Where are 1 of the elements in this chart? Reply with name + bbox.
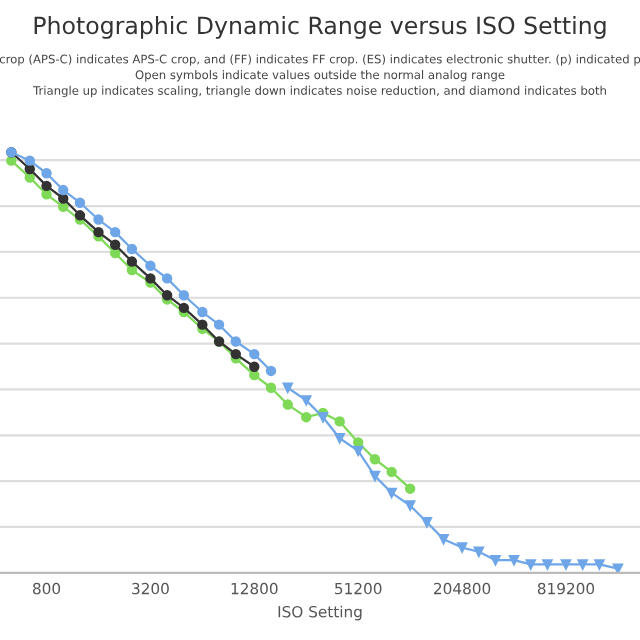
chart-title: Photographic Dynamic Range versus ISO Setting bbox=[34, 16, 606, 39]
